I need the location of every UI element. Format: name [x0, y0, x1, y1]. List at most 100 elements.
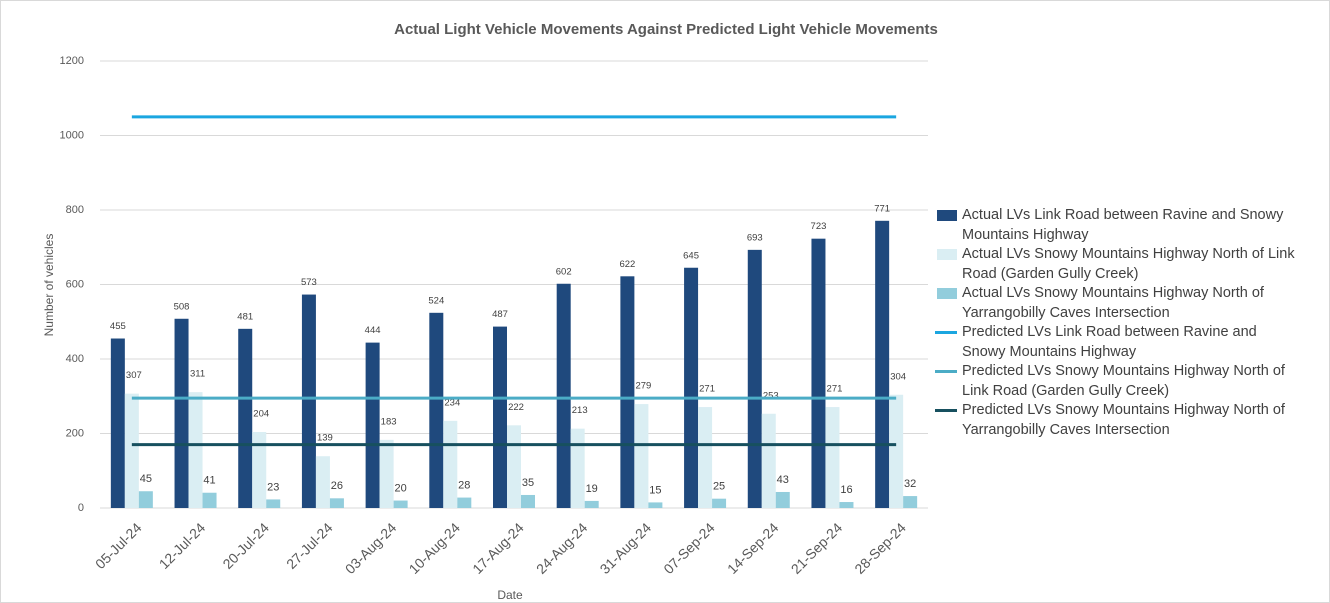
legend-label: Predicted LVs Snowy Mountains Highway No…	[962, 363, 1285, 399]
bar	[634, 404, 649, 508]
bar	[393, 500, 408, 508]
data-label: 645	[683, 250, 699, 261]
legend-key	[935, 206, 957, 226]
data-label: 43	[777, 474, 789, 486]
legend-item: Actual LVs Snowy Mountains Highway North…	[935, 245, 1295, 284]
bar	[507, 425, 521, 508]
legend-label: Predicted LVs Snowy Mountains Highway No…	[962, 402, 1285, 438]
bar	[889, 394, 904, 508]
data-label: 16	[840, 484, 852, 496]
legend-item: Predicted LVs Snowy Mountains Highway No…	[935, 401, 1295, 440]
bar	[301, 294, 316, 508]
bar	[712, 498, 727, 508]
data-label: 279	[635, 381, 651, 392]
y-tick-label: 1000	[60, 129, 84, 141]
bar	[747, 249, 762, 509]
bar	[315, 456, 330, 508]
bar	[188, 392, 203, 508]
data-label: 19	[586, 483, 598, 495]
chart-title: Actual Light Vehicle Movements Against P…	[394, 21, 938, 38]
data-label: 213	[572, 405, 588, 416]
data-label: 234	[444, 397, 460, 408]
bar	[429, 312, 444, 508]
legend-key	[935, 245, 957, 265]
legend-swatch	[937, 210, 957, 221]
bar	[238, 328, 253, 508]
data-label: 222	[508, 402, 524, 413]
bar	[698, 407, 713, 508]
data-label: 307	[126, 370, 142, 381]
bar	[266, 499, 281, 508]
data-label: 139	[317, 433, 333, 444]
legend-item: Actual LVs Snowy Mountains Highway North…	[935, 284, 1295, 323]
data-label: 45	[140, 473, 152, 485]
bar	[570, 428, 585, 508]
bar	[875, 220, 890, 509]
y-tick-label: 600	[66, 278, 84, 290]
data-label: 41	[203, 475, 215, 487]
bar	[379, 439, 394, 508]
legend-key	[935, 323, 957, 343]
legend-swatch	[935, 331, 957, 334]
data-label: 508	[174, 301, 190, 312]
x-axis-label: Date	[497, 588, 523, 602]
legend-item: Actual LVs Link Road between Ravine and …	[935, 206, 1295, 245]
bar	[903, 496, 918, 508]
data-label: 771	[874, 203, 890, 214]
data-label: 204	[253, 409, 269, 420]
legend-key	[935, 284, 957, 304]
data-label: 15	[649, 484, 661, 496]
bar	[825, 407, 840, 508]
legend-swatch	[935, 370, 957, 373]
y-tick-label: 800	[66, 204, 84, 216]
legend-key	[935, 401, 957, 421]
bar	[556, 283, 571, 508]
data-label: 271	[699, 384, 715, 395]
data-label: 524	[428, 295, 444, 306]
bar	[761, 413, 776, 508]
bar	[811, 238, 826, 508]
bar	[493, 326, 507, 508]
bar	[329, 498, 344, 508]
bar	[202, 492, 217, 508]
legend-label: Actual LVs Snowy Mountains Highway North…	[962, 246, 1295, 282]
data-label: 304	[890, 371, 906, 382]
y-tick-label: 1200	[60, 55, 84, 67]
data-label: 183	[381, 416, 397, 427]
legend-label: Actual LVs Snowy Mountains Highway North…	[962, 285, 1264, 321]
data-label: 32	[904, 478, 916, 490]
bar	[584, 500, 599, 508]
data-label: 23	[267, 481, 279, 493]
y-tick-label: 0	[78, 502, 84, 514]
data-label: 622	[619, 259, 635, 270]
data-label: 573	[301, 277, 317, 288]
bar	[775, 491, 790, 508]
bar	[365, 342, 380, 508]
bar	[457, 497, 472, 508]
bar	[839, 502, 854, 508]
y-axis-label: Number of vehicles	[42, 234, 56, 337]
legend-label: Actual LVs Link Road between Ravine and …	[962, 207, 1284, 243]
bar	[174, 318, 189, 508]
legend-swatch	[937, 249, 957, 260]
bar	[648, 502, 663, 508]
legend-swatch	[937, 288, 957, 299]
data-label: 455	[110, 321, 126, 332]
bar	[443, 420, 458, 508]
data-label: 35	[522, 477, 534, 489]
legend: Actual LVs Link Road between Ravine and …	[935, 206, 1295, 440]
bar	[110, 338, 125, 508]
data-label: 602	[556, 266, 572, 277]
data-label: 723	[811, 221, 827, 232]
data-label: 26	[331, 480, 343, 492]
legend-item: Predicted LVs Link Road between Ravine a…	[935, 323, 1295, 362]
y-tick-label: 200	[66, 427, 84, 439]
bar	[620, 276, 635, 508]
legend-label: Predicted LVs Link Road between Ravine a…	[962, 324, 1257, 360]
data-label: 253	[763, 390, 779, 401]
data-label: 271	[827, 384, 843, 395]
bar	[252, 432, 267, 508]
